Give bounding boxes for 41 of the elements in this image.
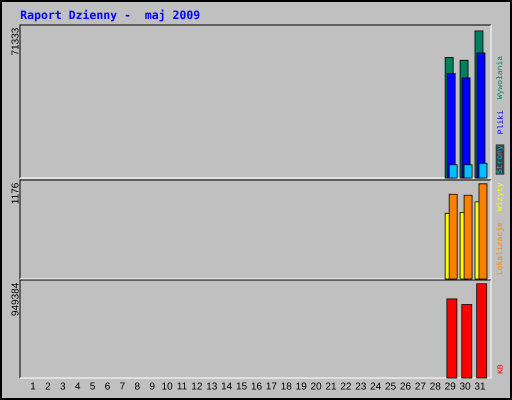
x-tick-label: 28 [430,382,440,390]
x-tick-label: 24 [370,382,381,390]
x-tick-label: 10 [162,382,172,390]
x-tick-label: 27 [415,382,426,390]
x-tick-label: 7 [120,382,125,390]
x-tick-label: 12 [192,382,202,390]
text: Lokalizacje [496,222,504,274]
x-tick-label: 17 [266,382,276,390]
chart-title: Raport Dzienny - maj 2009 [20,10,200,22]
x-tick-label: 23 [356,382,366,390]
x-tick-label: 19 [296,382,306,390]
x-tick-label: 18 [281,382,292,390]
x-tick-label: 11 [178,382,187,390]
text: 71333 [11,28,19,55]
text: 1176 [11,183,19,204]
x-tick-label: 29 [445,382,456,390]
x-tick-label: 22 [340,382,351,390]
x-tick-label: 21 [326,382,336,390]
x-tick-label: 6 [105,382,110,390]
x-tick-label: 14 [222,382,232,390]
x-tick-label: 5 [90,382,95,390]
text: Wizyty [496,182,504,212]
x-tick-label: 13 [206,382,217,390]
x-tick-label: 20 [311,382,322,390]
x-tick-label: 3 [60,382,66,390]
x-tick-label: 2 [46,382,50,390]
x-tick-label: 30 [460,382,470,390]
x-tick-label: 9 [150,382,155,390]
x-tick-label: 26 [400,382,411,390]
x-tick-label: 8 [134,382,140,390]
text: KB [497,364,503,374]
x-tick-label: 16 [252,382,262,390]
x-tick-label: 1 [30,382,36,390]
text: Wywołania [496,56,504,100]
text: Pliki [497,110,503,134]
text: Strony [496,145,504,174]
x-tick-label: 25 [386,382,396,390]
x-tick-label: 15 [236,382,247,390]
x-tick-label: 31 [474,382,486,390]
text: 949384 [11,283,19,316]
x-tick-label: 4 [75,382,80,390]
